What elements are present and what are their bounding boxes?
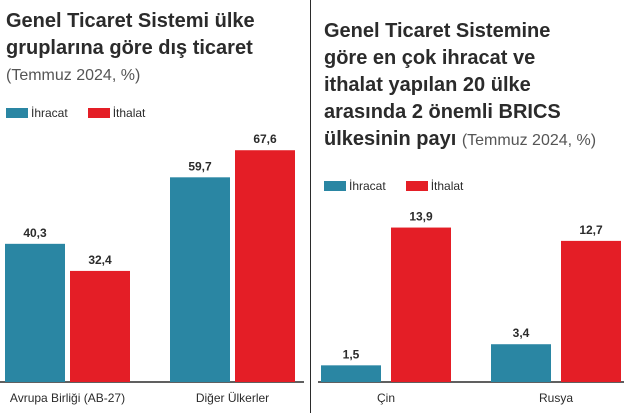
right-chart-title: Genel Ticaret Sistemine göre en çok ihra… (324, 18, 596, 154)
right-title-line-1: Genel Ticaret Sistemine (324, 20, 551, 42)
bar-value-label-import-1: 67,6 (253, 132, 277, 146)
category-label-0: Avrupa Birliği (AB-27) (10, 391, 125, 405)
bar-value-label-import-0: 13,9 (409, 210, 433, 224)
legend-label-export: İhracat (31, 106, 68, 120)
left-chart-panel: Genel Ticaret Sistemi ülke gruplarına gö… (0, 0, 304, 413)
right-title-line-3: ithalat yapılan 20 ülke (324, 74, 531, 96)
right-bar-chart: 1,5 13,9 Çin 3,4 12,7 Rusya (318, 210, 624, 405)
category-label-1: Rusya (539, 391, 573, 405)
bar-value-label-export-0: 40,3 (23, 226, 47, 240)
bar-value-label-import-0: 32,4 (88, 253, 112, 267)
legend-swatch-import (87, 108, 110, 118)
bar-value-label-import-1: 12,7 (579, 223, 603, 237)
right-legend: İhracat İthalat (324, 179, 483, 193)
bar-export-0 (321, 365, 381, 382)
left-title-line-2: gruplarına göre dış ticaret (6, 37, 253, 59)
legend-swatch-import (405, 181, 428, 191)
category-label-0: Çin (377, 391, 395, 405)
left-chart-title: Genel Ticaret Sistemi ülke gruplarına gö… (6, 8, 255, 62)
right-title-line-2: göre en çok ihracat ve (324, 47, 536, 69)
bar-import-1 (235, 150, 295, 382)
right-title-line-4: arasında 2 önemli BRICS (324, 101, 561, 123)
legend-swatch-export (324, 181, 346, 191)
right-chart-subtitle: (Temmuz 2024, %) (461, 132, 597, 149)
left-legend: İhracat İthalat (6, 106, 165, 120)
legend-label-export: İhracat (349, 179, 386, 193)
left-title-line-1: Genel Ticaret Sistemi ülke (6, 10, 255, 32)
left-bar-chart: 40,3 32,4 Avrupa Birliği (AB-27) 59,7 67,6 Di… (0, 132, 304, 405)
bar-import-0 (70, 270, 130, 382)
bar-import-0 (391, 227, 451, 382)
bar-value-label-export-1: 3,4 (513, 326, 530, 340)
bar-value-label-export-0: 1,5 (343, 347, 360, 361)
bar-export-0 (5, 243, 65, 382)
right-chart-panel: Genel Ticaret Sistemine göre en çok ihra… (318, 0, 627, 413)
legend-label-import: İthalat (112, 106, 146, 120)
left-chart-subtitle: (Temmuz 2024, %) (6, 67, 141, 84)
bar-export-1 (491, 344, 551, 382)
legend-label-import: İthalat (430, 179, 464, 193)
bar-export-1 (170, 177, 230, 382)
right-title-line-5: ülkesinin payı (324, 128, 457, 150)
bar-import-1 (561, 240, 621, 382)
panel-divider (310, 0, 311, 413)
legend-swatch-export (6, 108, 28, 118)
bar-value-label-export-1: 59,7 (188, 159, 212, 173)
category-label-1: Diğer Ülkerler (196, 391, 269, 405)
